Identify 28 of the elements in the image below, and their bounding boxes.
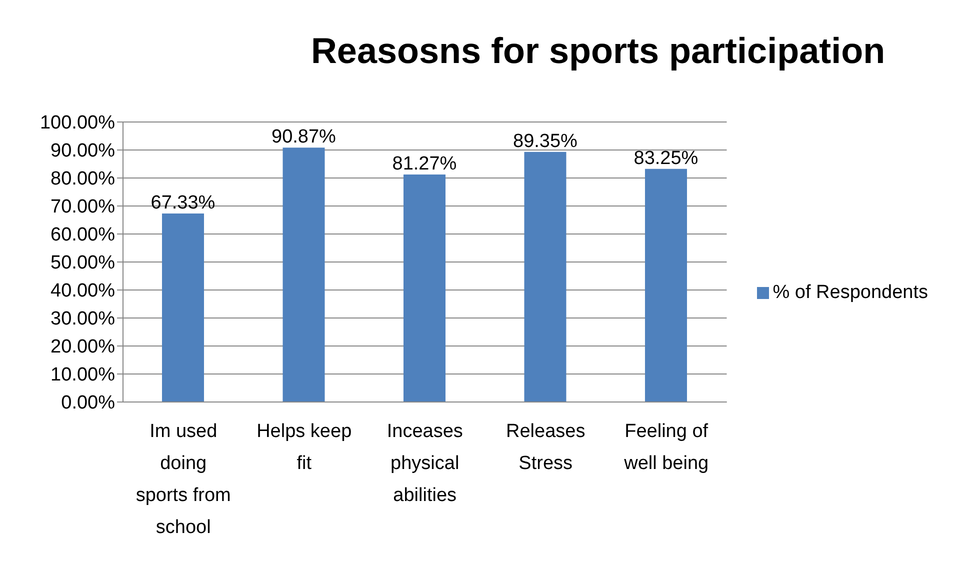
y-tick-label: 20.00% (50, 336, 116, 358)
x-tick-label: Feeling of well being (623, 421, 709, 474)
bar (644, 168, 687, 402)
data-label: 89.35% (513, 130, 578, 152)
y-tick-label: 100.00% (40, 112, 116, 134)
data-label: 90.87% (272, 126, 336, 148)
x-tick-label: Releases Stress (506, 421, 586, 474)
y-tick-label: 90.00% (50, 140, 116, 162)
data-label: 67.33% (150, 192, 216, 214)
chart-title: Reasosns for sports participation (310, 30, 886, 72)
legend-label: % of Respondents (772, 282, 928, 303)
bar (162, 213, 204, 402)
y-tick-label: 40.00% (50, 280, 116, 302)
bar (403, 174, 446, 402)
x-tick-label: Inceases physical abilities (386, 421, 463, 506)
y-tick-label: 70.00% (50, 196, 116, 218)
x-tick-label: Im used doing sports from school (136, 421, 231, 538)
bar (282, 148, 325, 402)
y-tick-label: 50.00% (50, 252, 116, 274)
data-label: 83.25% (634, 148, 698, 169)
y-tick-label: 10.00% (50, 364, 116, 386)
y-tick-label: 30.00% (50, 308, 116, 330)
bar (524, 152, 566, 402)
y-tick-label: 60.00% (50, 224, 116, 246)
data-label: 81.27% (392, 153, 457, 174)
y-tick-label: 80.00% (50, 168, 116, 190)
y-tick-label: 0.00% (61, 392, 116, 414)
x-tick-label: Helps keep fit (256, 421, 352, 474)
